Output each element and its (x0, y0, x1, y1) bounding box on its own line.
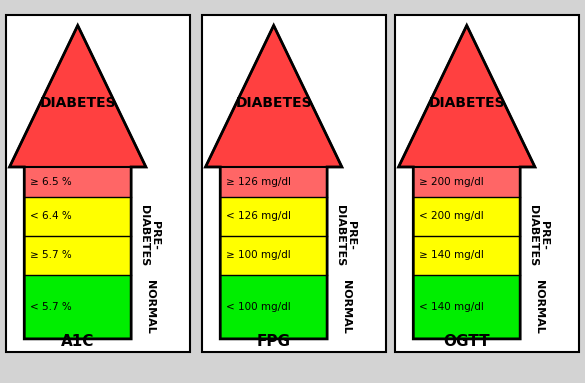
Text: FPG: FPG (257, 334, 291, 349)
Text: NORMAL: NORMAL (340, 280, 350, 334)
Text: < 5.7 %: < 5.7 % (30, 302, 71, 312)
Text: < 100 mg/dl: < 100 mg/dl (226, 302, 291, 312)
Bar (220, 197, 327, 236)
Text: ≥ 6.5 %: ≥ 6.5 % (30, 177, 71, 187)
Bar (413, 197, 520, 236)
Bar (413, 275, 520, 339)
Bar (413, 236, 520, 275)
Text: < 140 mg/dl: < 140 mg/dl (419, 302, 484, 312)
Bar (413, 167, 520, 197)
Text: ≥ 100 mg/dl: ≥ 100 mg/dl (226, 250, 291, 260)
Bar (25, 167, 131, 197)
Text: PRE-
DIABETES: PRE- DIABETES (139, 205, 160, 266)
Polygon shape (398, 25, 535, 167)
Text: OGTT: OGTT (443, 334, 490, 349)
Bar (25, 275, 131, 339)
Bar (220, 167, 327, 197)
Text: NORMAL: NORMAL (534, 280, 543, 334)
Text: < 6.4 %: < 6.4 % (30, 211, 71, 221)
Text: PRE-
DIABETES: PRE- DIABETES (528, 205, 549, 266)
Text: < 200 mg/dl: < 200 mg/dl (419, 211, 484, 221)
Text: ≥ 126 mg/dl: ≥ 126 mg/dl (226, 177, 291, 187)
Text: DIABETES: DIABETES (428, 96, 505, 110)
Bar (220, 275, 327, 339)
Bar (25, 197, 131, 236)
Text: ≥ 200 mg/dl: ≥ 200 mg/dl (419, 177, 484, 187)
Text: NORMAL: NORMAL (144, 280, 154, 334)
Text: < 126 mg/dl: < 126 mg/dl (226, 211, 291, 221)
Text: ≥ 5.7 %: ≥ 5.7 % (30, 250, 71, 260)
Polygon shape (205, 25, 342, 167)
Text: DIABETES: DIABETES (235, 96, 312, 110)
Text: ≥ 140 mg/dl: ≥ 140 mg/dl (419, 250, 484, 260)
Polygon shape (9, 25, 146, 167)
Text: PRE-
DIABETES: PRE- DIABETES (335, 205, 356, 266)
Bar (220, 236, 327, 275)
Bar (25, 236, 131, 275)
Text: DIABETES: DIABETES (39, 96, 116, 110)
Text: A1C: A1C (61, 334, 94, 349)
